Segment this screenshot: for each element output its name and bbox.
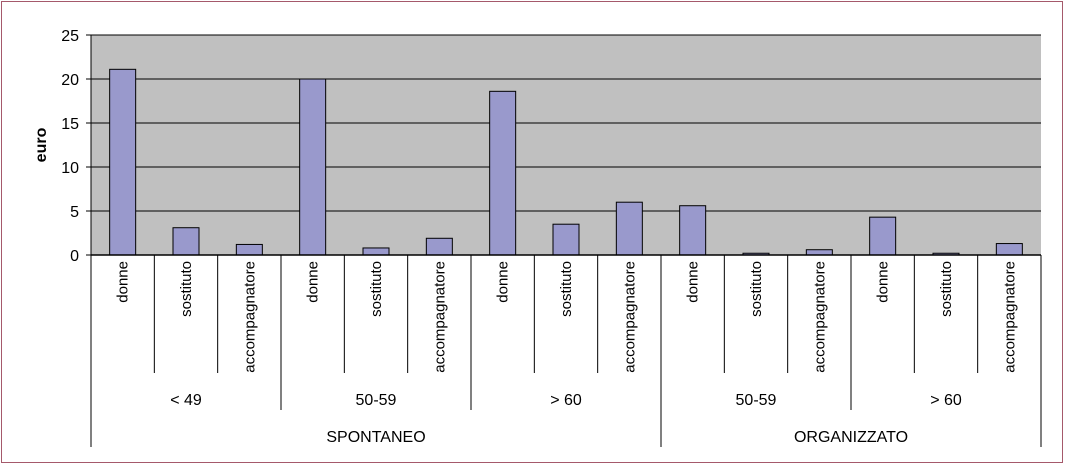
y-tick-label: 25 [61, 28, 79, 45]
x-mode-label: SPONTANEO [326, 429, 425, 446]
x-category-label: sostituto [938, 261, 955, 317]
x-category-label: sostituto [368, 261, 385, 317]
x-category-label: donne [685, 261, 702, 303]
x-category-label: donne [305, 261, 322, 303]
x-category-label: accompagnatore [1001, 261, 1018, 373]
x-mode-label: ORGANIZZATO [794, 429, 908, 446]
x-category-label: donne [875, 261, 892, 303]
bar [172, 227, 200, 256]
x-category-label: sostituto [178, 261, 195, 317]
bar [362, 247, 390, 256]
bar [489, 90, 517, 256]
bar [995, 243, 1023, 256]
x-category-label: accompagnatore [431, 261, 448, 373]
bar [615, 201, 643, 256]
y-tick-label: 15 [61, 116, 79, 133]
y-tick-label: 0 [70, 248, 79, 265]
bar [552, 223, 580, 256]
bar [425, 237, 453, 256]
bar [299, 78, 327, 256]
x-category-label: accompagnatore [811, 261, 828, 373]
x-age-group-label: > 60 [550, 392, 582, 409]
x-group-labels: < 49 50-59 > 60 50-59 > 60 SPONTANEO ORGANIZZA… [170, 392, 962, 446]
bar [805, 249, 833, 256]
x-age-group-label: > 60 [930, 392, 962, 409]
bar [235, 243, 263, 256]
bar [679, 205, 707, 256]
x-category-label: donne [495, 261, 512, 303]
y-tick-label: 20 [61, 72, 79, 89]
y-tick-label: 5 [70, 204, 79, 221]
x-category-labels: donne sostituto accompagnatore donne sostitu… [115, 261, 1019, 373]
bar [109, 68, 137, 256]
y-tick-label: 10 [61, 160, 79, 177]
bar [869, 216, 897, 256]
x-age-group-label: 50-59 [736, 392, 777, 409]
x-category-label: donne [115, 261, 132, 303]
x-category-label: accompagnatore [241, 261, 258, 373]
gridlines [86, 34, 1041, 256]
axes [90, 35, 1042, 447]
y-tick-labels: 0 5 10 15 20 25 [61, 28, 79, 265]
x-age-group-label: < 49 [170, 392, 202, 409]
x-category-label: accompagnatore [621, 261, 638, 373]
y-axis-label: euro [33, 127, 50, 162]
plot-area [91, 35, 1041, 255]
x-category-label: sostituto [558, 261, 575, 317]
x-age-group-label: 50-59 [356, 392, 397, 409]
x-category-label: sostituto [748, 261, 765, 317]
